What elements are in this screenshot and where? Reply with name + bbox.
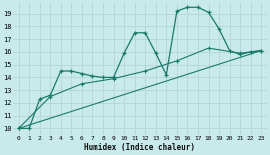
X-axis label: Humidex (Indice chaleur): Humidex (Indice chaleur) [85,143,195,152]
